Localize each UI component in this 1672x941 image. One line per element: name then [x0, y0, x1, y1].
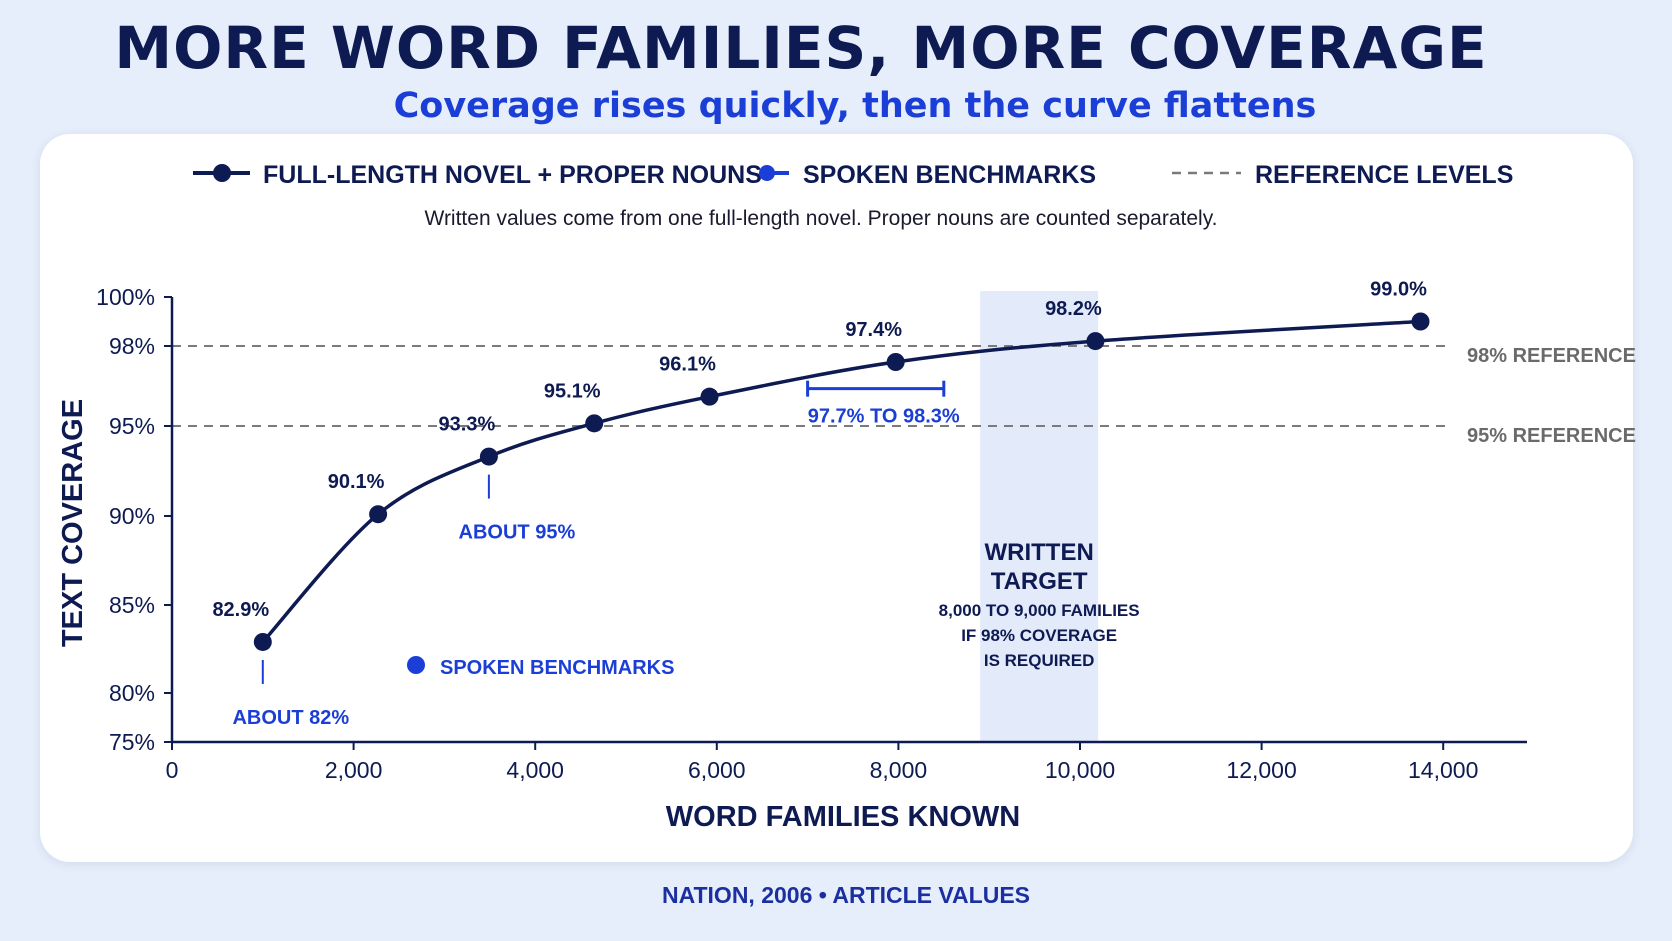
reference-lines-layer: 98% REFERENCE 95% REFERENCE — [172, 345, 1636, 447]
legend-written-marker — [213, 164, 231, 182]
x-tick-label: 12,000 — [1226, 757, 1296, 783]
reference-label: 95% REFERENCE — [1467, 425, 1636, 447]
target-band-note: IS REQUIRED — [984, 651, 1095, 670]
spoken-benchmarks-layer: ABOUT 82% ABOUT 95% 97.7% TO 98.3% SPOKEN B… — [232, 380, 960, 729]
written-data-point — [886, 353, 905, 371]
legend-spoken-marker — [759, 165, 775, 181]
x-tick-label: 8,000 — [870, 757, 928, 783]
written-data-point — [253, 632, 272, 651]
page-subtitle: Coverage rises quickly, then the curve f… — [393, 86, 1317, 126]
chart-card — [40, 134, 1633, 862]
written-data-label: 82.9% — [212, 599, 269, 621]
x-tick-label: 14,000 — [1408, 757, 1478, 783]
y-axis-title: TEXT COVERAGE — [57, 399, 89, 647]
written-data-label: 96.1% — [659, 354, 716, 376]
y-tick-label: 75% — [109, 729, 155, 755]
x-tick-label: 6,000 — [688, 757, 746, 783]
y-tick-label: 95% — [109, 413, 155, 439]
source-footer: NATION, 2006 • ARTICLE VALUES — [661, 882, 1030, 908]
written-data-label: 97.4% — [845, 319, 902, 341]
y-tick-label: 80% — [109, 680, 155, 706]
target-band — [980, 291, 1099, 742]
x-tick-label: 2,000 — [325, 757, 383, 783]
y-tick-label: 100% — [96, 284, 155, 310]
page-title: MORE WORD FAMILIES, MORE COVERAGE — [114, 14, 1488, 82]
x-tick-label: 4,000 — [506, 757, 564, 783]
spoken-benchmarks-marker — [407, 656, 425, 674]
target-band-note: IF 98% COVERAGE — [961, 626, 1117, 645]
target-band-title: TARGET — [991, 568, 1088, 595]
chart-note: Written values come from one full-length… — [425, 207, 1218, 230]
written-data-point — [479, 447, 498, 466]
spoken-benchmark-label: ABOUT 82% — [232, 707, 349, 729]
written-data-point — [585, 414, 604, 433]
written-data-label: 90.1% — [328, 471, 385, 493]
legend-layer: FULL-LENGTH NOVEL + PROPER NOUNS SPOKEN B… — [193, 161, 1513, 230]
x-axis-title: WORD FAMILIES KNOWN — [666, 801, 1020, 833]
written-series-line — [261, 319, 1421, 644]
target-band-title: WRITTEN — [984, 539, 1093, 566]
legend-written-label: FULL-LENGTH NOVEL + PROPER NOUNS — [263, 161, 762, 189]
y-tick-label: 90% — [109, 503, 155, 529]
spoken-benchmarks-annotation: SPOKEN BENCHMARKS — [440, 657, 674, 679]
written-data-label: 95.1% — [544, 380, 601, 402]
y-tick-label: 98% — [109, 333, 155, 359]
spoken-range-label: 97.7% TO 98.3% — [808, 406, 960, 428]
reference-label: 98% REFERENCE — [1467, 345, 1636, 367]
axes-layer: 75% 80% 85% 90% 95% 98% 100% 0 2,000 4,000 6,000 8,… — [57, 284, 1527, 833]
written-data-point — [1086, 332, 1105, 351]
x-tick-label: 10,000 — [1045, 757, 1115, 783]
legend-spoken-label: SPOKEN BENCHMARKS — [803, 161, 1096, 189]
written-data-point — [1411, 312, 1430, 331]
written-data-point — [700, 387, 719, 406]
spoken-benchmark-label: ABOUT 95% — [459, 522, 576, 544]
written-data-label: 93.3% — [439, 414, 496, 436]
legend-reference-label: REFERENCE LEVELS — [1255, 161, 1513, 189]
written-data-label: 99.0% — [1370, 279, 1427, 301]
written-data-point — [369, 505, 388, 524]
y-tick-label: 85% — [109, 592, 155, 618]
x-tick-label: 0 — [166, 757, 179, 783]
written-data-label: 98.2% — [1045, 298, 1102, 320]
written-series-layer: 82.9% 90.1% 93.3% 95.1% 96.1% 97.4% 98.2% 99.0% — [212, 279, 1430, 651]
target-band-note: 8,000 TO 9,000 FAMILIES — [939, 601, 1140, 620]
